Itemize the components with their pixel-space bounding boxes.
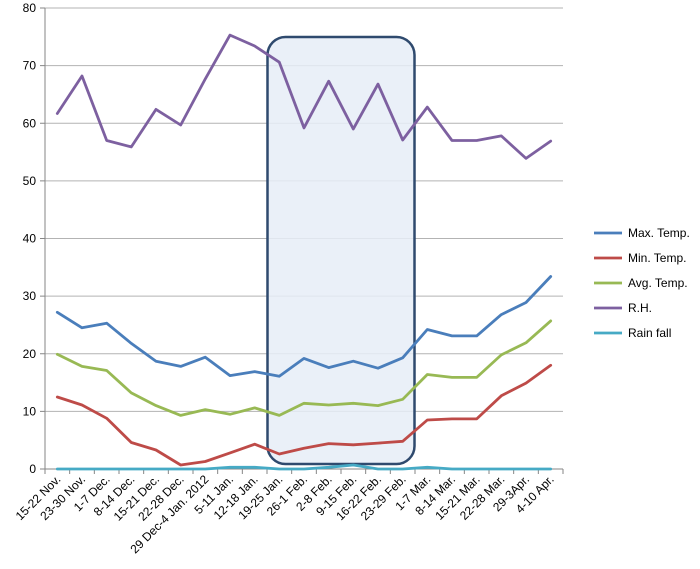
highlight-region	[266, 35, 416, 466]
series-line-avg-temp	[55, 319, 553, 417]
series-line-max-temp	[55, 275, 553, 378]
y-tick-label: 10	[23, 404, 37, 418]
legend-label: Rain fall	[628, 326, 671, 340]
legend: Max. Temp. Min. Temp. Avg. Temp. R.H. Rain f…	[594, 226, 690, 340]
legend-label: Avg. Temp.	[628, 276, 688, 290]
y-tick-label: 20	[23, 347, 37, 361]
y-tick-label: 70	[23, 59, 37, 73]
legend-label: Max. Temp.	[628, 226, 690, 240]
y-tick-label: 60	[23, 116, 37, 130]
y-tick-label: 80	[23, 1, 37, 15]
series-line-r-h	[55, 33, 553, 160]
series-line-rain-fall	[55, 463, 553, 471]
y-tick-label: 0	[29, 462, 36, 476]
y-tick-label: 50	[23, 174, 37, 188]
series-lines	[55, 33, 553, 471]
legend-label: R.H.	[628, 301, 652, 315]
highlight-box	[266, 35, 416, 466]
y-tick-label: 40	[23, 232, 37, 246]
series-line-min-temp	[55, 363, 553, 467]
legend-label: Min. Temp.	[628, 251, 686, 265]
y-tick-label: 30	[23, 289, 37, 303]
